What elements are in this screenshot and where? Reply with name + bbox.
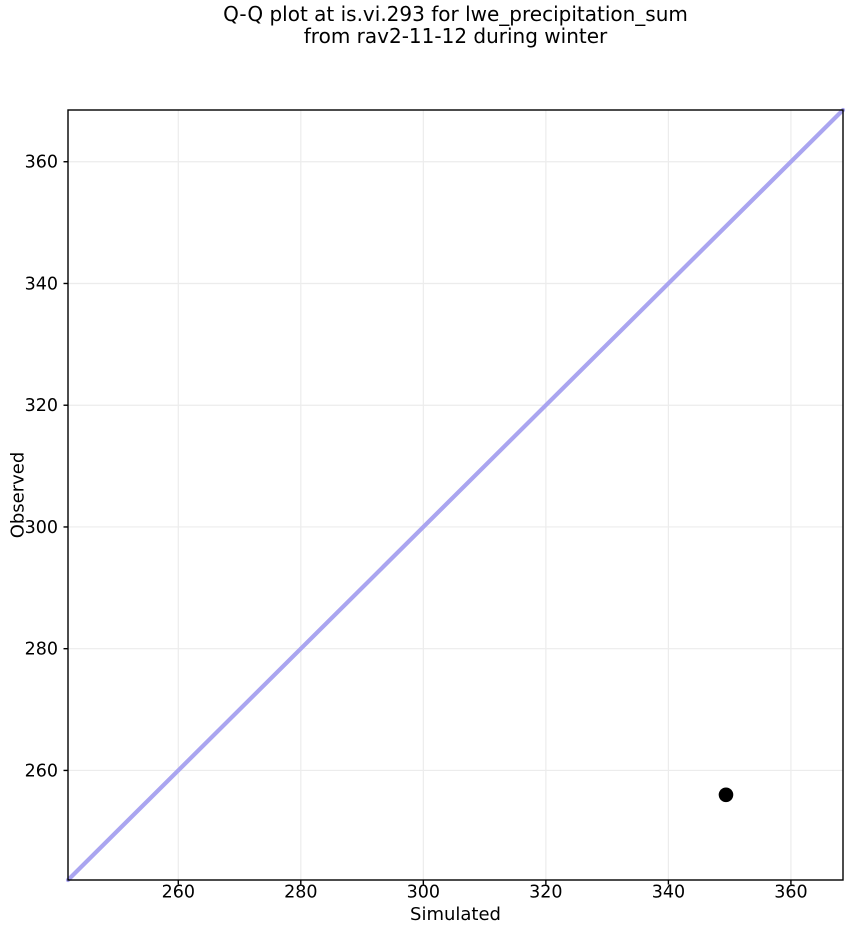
x-tick-label: 300: [407, 883, 440, 903]
y-tick-label: 340: [25, 274, 58, 294]
chart-title-line2: from rav2-11-12 during winter: [303, 23, 608, 48]
y-tick-label: 360: [25, 153, 58, 173]
y-tick-label: 320: [25, 396, 58, 416]
x-axis-label: Simulated: [410, 904, 501, 925]
chart-title: Q-Q plot at is.vi.293 for lwe_precipitat…: [68, 2, 843, 48]
x-tick-label: 360: [774, 883, 807, 903]
y-tick-label: 280: [25, 640, 58, 660]
x-tick-label: 320: [529, 883, 562, 903]
y-tick-label: 300: [25, 518, 58, 538]
x-tick-label: 260: [162, 883, 195, 903]
plot-border: [67, 109, 844, 881]
identity-line: [65, 107, 846, 883]
y-tick-label: 260: [25, 761, 58, 781]
chart-title-line1: Q-Q plot at is.vi.293 for lwe_precipitat…: [223, 2, 688, 26]
data-point: [718, 787, 734, 803]
x-tick-label: 280: [284, 883, 317, 903]
y-axis-label: Observed: [7, 451, 29, 539]
x-tick-label: 340: [652, 883, 685, 903]
